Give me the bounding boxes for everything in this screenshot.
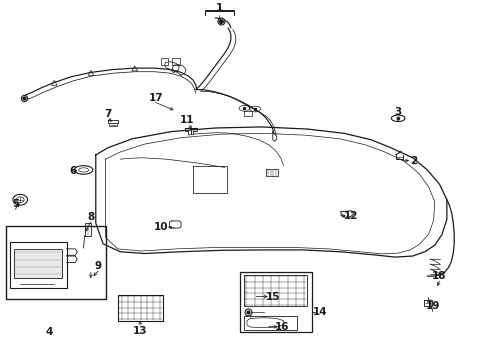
- Bar: [118, 295, 162, 320]
- Text: 8: 8: [87, 212, 94, 221]
- Text: 10: 10: [153, 222, 167, 232]
- Bar: [243, 275, 306, 306]
- Ellipse shape: [249, 106, 260, 112]
- Text: 1: 1: [215, 3, 223, 13]
- Bar: [14, 249, 61, 278]
- Text: 11: 11: [180, 115, 194, 125]
- Bar: [172, 58, 180, 64]
- Bar: [244, 316, 297, 330]
- Text: 14: 14: [313, 307, 327, 317]
- Bar: [10, 242, 66, 288]
- Bar: [160, 58, 168, 64]
- Text: 12: 12: [343, 211, 357, 221]
- Ellipse shape: [79, 168, 88, 172]
- Text: 13: 13: [133, 325, 147, 336]
- Text: 9: 9: [95, 261, 102, 271]
- Text: 15: 15: [265, 292, 280, 302]
- Text: 6: 6: [69, 166, 76, 176]
- Ellipse shape: [239, 105, 249, 111]
- Ellipse shape: [13, 194, 27, 205]
- Text: 7: 7: [104, 109, 111, 119]
- Text: 19: 19: [425, 301, 439, 311]
- Text: 2: 2: [410, 156, 417, 166]
- Text: 17: 17: [148, 93, 163, 103]
- Text: 16: 16: [275, 322, 289, 332]
- Ellipse shape: [16, 197, 24, 203]
- Bar: [5, 226, 105, 299]
- Ellipse shape: [390, 115, 404, 122]
- Bar: [239, 272, 311, 332]
- Text: 3: 3: [394, 107, 401, 117]
- Text: 18: 18: [431, 271, 446, 281]
- Ellipse shape: [74, 166, 93, 174]
- Text: 5: 5: [12, 199, 19, 210]
- Text: 4: 4: [46, 327, 53, 337]
